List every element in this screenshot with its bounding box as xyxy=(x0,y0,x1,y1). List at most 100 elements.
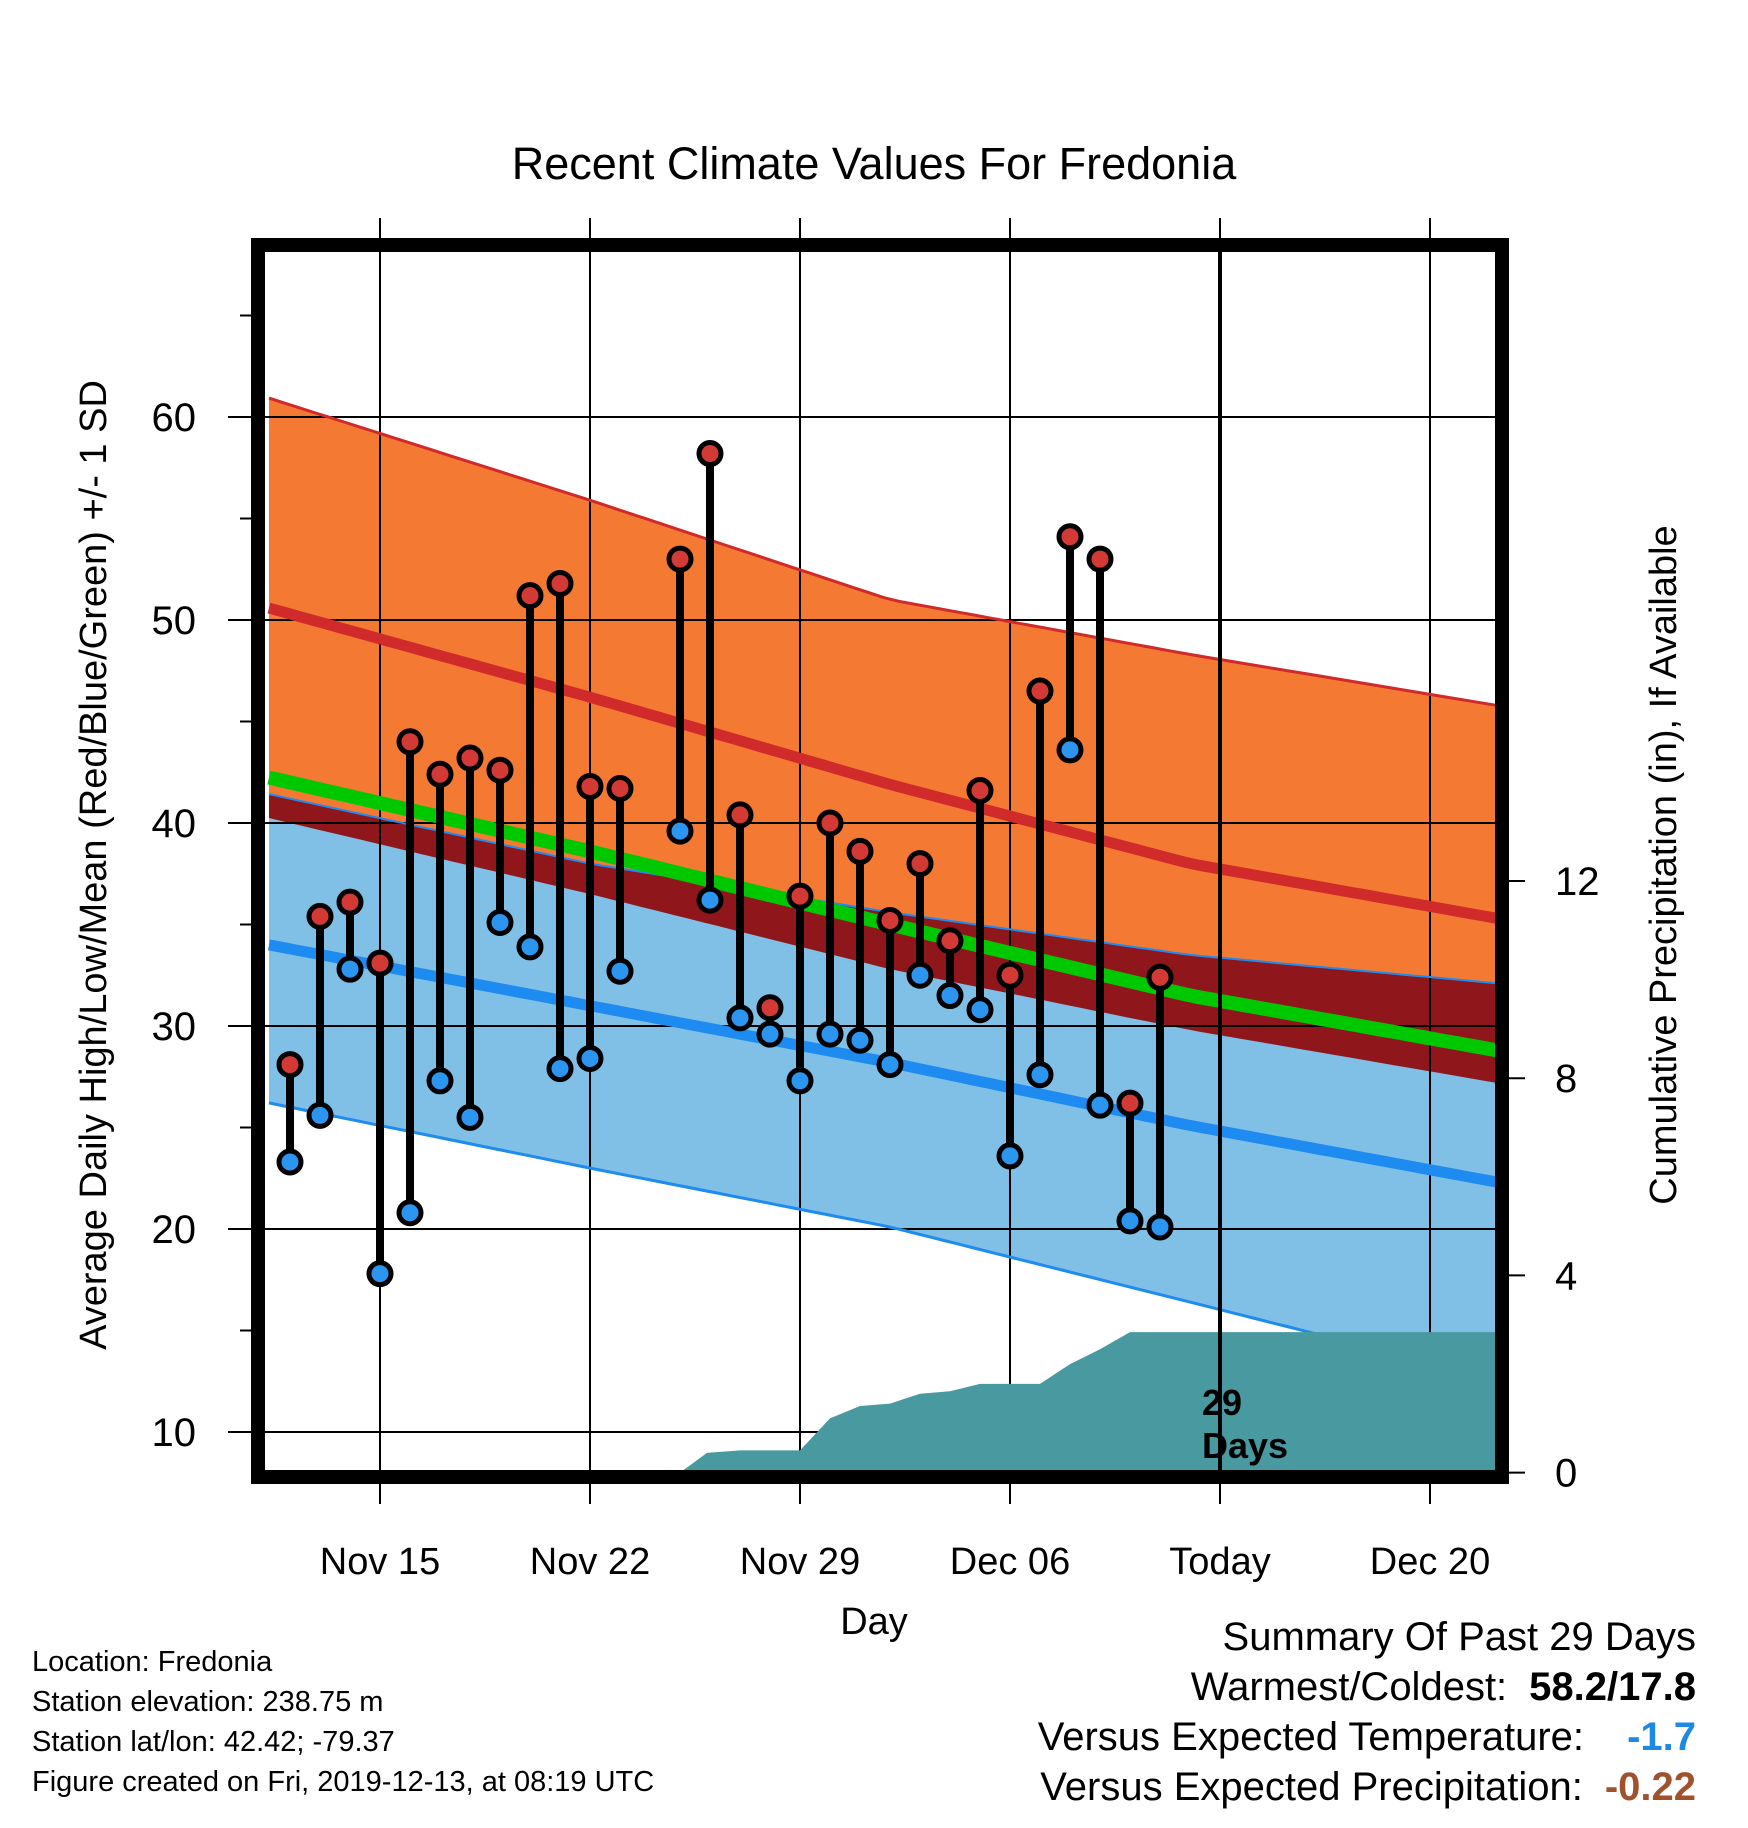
y-right-tick-label: 0 xyxy=(1555,1452,1577,1496)
temp-anomaly-label: Versus Expected Temperature: xyxy=(1037,1715,1584,1759)
obs-day xyxy=(906,850,934,989)
warmest-coldest-value: 58.2/17.8 xyxy=(1529,1665,1696,1709)
obs-high-marker xyxy=(846,837,874,865)
obs-high-marker xyxy=(396,728,424,756)
normal-high-line xyxy=(267,602,1495,924)
obs-low-marker xyxy=(576,1044,604,1072)
obs-day xyxy=(666,545,694,845)
obs-low-marker xyxy=(996,1142,1024,1170)
obs-low-marker xyxy=(546,1055,574,1083)
y-left-tick-label: 50 xyxy=(152,599,197,643)
obs-day xyxy=(306,902,334,1129)
obs-day xyxy=(876,906,904,1079)
obs-low-marker xyxy=(456,1103,484,1131)
obs-low-marker xyxy=(486,908,514,936)
station-info: Location: Fredonia Station elevation: 23… xyxy=(32,1642,654,1802)
high-sd-band xyxy=(269,398,1495,1083)
normal-bands xyxy=(269,398,1495,1379)
y-axis-left-label: Average Daily High/Low/Mean (Red/Blue/Gr… xyxy=(73,380,115,1350)
obs-low-marker xyxy=(786,1067,814,1095)
obs-low-marker xyxy=(606,957,634,985)
obs-day xyxy=(456,744,484,1131)
obs-high-marker xyxy=(996,961,1024,989)
obs-high-marker xyxy=(276,1051,304,1079)
obs-high-marker xyxy=(696,440,724,468)
obs-low-marker xyxy=(1056,736,1084,764)
x-tick-label: Nov 15 xyxy=(320,1541,440,1583)
obs-low-marker xyxy=(756,1020,784,1048)
obs-low-marker xyxy=(816,1020,844,1048)
chart-title: Recent Climate Values For Fredonia xyxy=(512,138,1237,189)
daily-observations xyxy=(276,440,1174,1288)
obs-low-marker xyxy=(366,1260,394,1288)
low-sd-lower-line xyxy=(268,1101,1495,1381)
obs-low-marker xyxy=(1026,1061,1054,1089)
obs-high-marker xyxy=(936,927,964,955)
obs-low-marker xyxy=(966,996,994,1024)
precip-anomaly-value: -0.22 xyxy=(1604,1765,1696,1809)
obs-day xyxy=(786,882,814,1095)
obs-day xyxy=(756,994,784,1048)
station-latlon: Station lat/lon: 42.42; -79.37 xyxy=(32,1726,395,1758)
obs-day xyxy=(1086,545,1114,1119)
precip-area xyxy=(683,1332,1495,1470)
obs-day xyxy=(726,801,754,1032)
obs-low-marker xyxy=(876,1051,904,1079)
obs-high-marker xyxy=(1146,963,1174,991)
obs-day xyxy=(816,809,844,1048)
obs-day xyxy=(426,760,454,1095)
obs-high-marker xyxy=(966,777,994,805)
summary-panel: Summary Of Past 29 Days Warmest/Coldest:… xyxy=(1038,1612,1696,1812)
obs-high-marker xyxy=(516,582,544,610)
y-left-tick-label: 20 xyxy=(152,1208,197,1252)
obs-high-marker xyxy=(666,545,694,573)
obs-low-marker xyxy=(306,1101,334,1129)
obs-day xyxy=(1116,1089,1144,1235)
obs-day xyxy=(546,569,574,1083)
obs-low-marker xyxy=(396,1199,424,1227)
obs-day xyxy=(486,756,514,936)
station-location: Location: Fredonia xyxy=(32,1646,273,1678)
obs-high-marker xyxy=(906,850,934,878)
obs-high-marker xyxy=(1056,523,1084,551)
obs-day xyxy=(1026,677,1054,1089)
obs-high-marker xyxy=(1116,1089,1144,1117)
station-elevation: Station elevation: 238.75 m xyxy=(32,1686,384,1718)
obs-high-marker xyxy=(336,888,364,916)
y-left-tick-label: 40 xyxy=(152,802,197,846)
obs-day xyxy=(996,961,1024,1170)
y-right-tick-label: 8 xyxy=(1555,1057,1577,1101)
obs-high-marker xyxy=(456,744,484,772)
axes: Nov 15 Nov 22 Nov 29 Dec 06 Today Dec 20 10 20 3… xyxy=(152,218,1600,1583)
summary-precipitation: Versus Expected Precipitation: -0.22 xyxy=(1038,1762,1696,1812)
x-tick-label: Nov 22 xyxy=(530,1541,650,1583)
obs-high-marker xyxy=(876,906,904,934)
obs-high-marker xyxy=(576,772,604,800)
figure-created: Figure created on Fri, 2019-12-13, at 08… xyxy=(32,1766,655,1798)
obs-day xyxy=(1056,523,1084,764)
temp-anomaly-value: -1.7 xyxy=(1627,1715,1696,1759)
obs-high-marker xyxy=(426,760,454,788)
obs-high-marker xyxy=(606,774,634,802)
obs-high-marker xyxy=(366,949,394,977)
obs-day xyxy=(936,927,964,1010)
obs-day xyxy=(576,772,604,1072)
today-annotation-unit: Days xyxy=(1202,1425,1288,1466)
obs-low-marker xyxy=(1146,1213,1174,1241)
high-sd-upper-line xyxy=(268,396,1495,707)
obs-low-marker xyxy=(1116,1207,1144,1235)
y-left-tick-label: 30 xyxy=(152,1005,197,1049)
x-tick-label: Nov 29 xyxy=(740,1541,860,1583)
obs-low-marker xyxy=(666,817,694,845)
warmest-coldest-label: Warmest/Coldest: xyxy=(1190,1665,1508,1709)
obs-day xyxy=(516,582,544,961)
obs-low-marker xyxy=(846,1026,874,1054)
obs-high-marker xyxy=(726,801,754,829)
obs-day xyxy=(276,1051,304,1176)
obs-day xyxy=(366,949,394,1288)
obs-low-marker xyxy=(726,1004,754,1032)
obs-day xyxy=(396,728,424,1227)
obs-low-marker xyxy=(426,1067,454,1095)
overlap-band xyxy=(269,794,1495,1083)
x-axis-label: Day xyxy=(840,1601,908,1643)
